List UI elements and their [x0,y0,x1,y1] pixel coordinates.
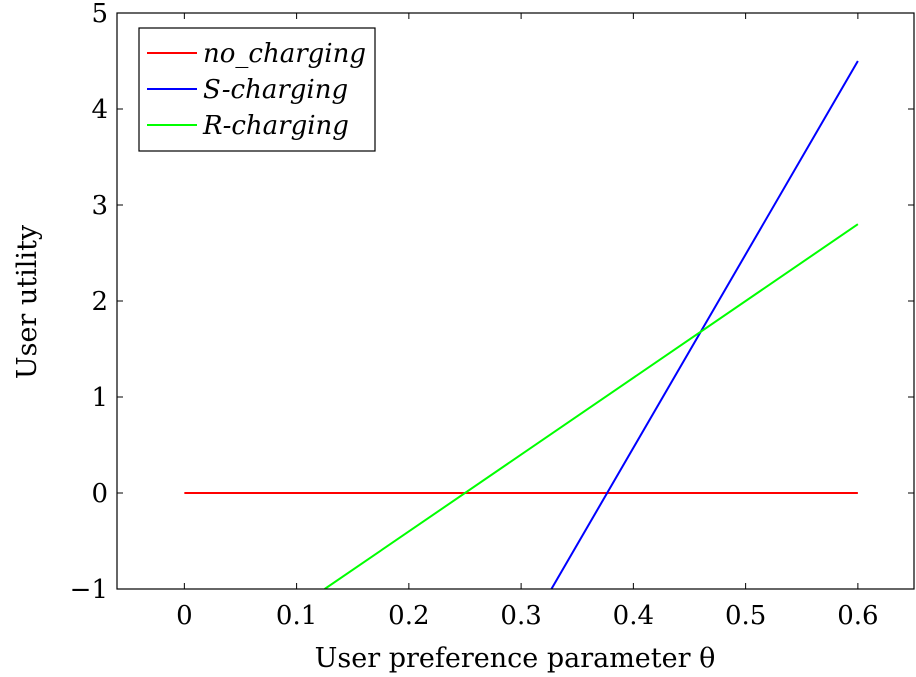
y-axis-label: User utility [12,224,43,379]
x-tick-label: 0.5 [725,601,766,631]
x-tick-label: 0.2 [388,601,429,631]
x-tick-label: 0 [176,601,193,631]
legend-item: R-charging [147,111,349,141]
legend-item: no_charging [147,39,366,69]
y-tick-label: 3 [91,191,108,221]
y-tick-label: 4 [91,95,108,125]
x-tick-label: 0.6 [837,601,878,631]
legend-label: R-charging [202,111,349,141]
legend-label: S-charging [203,75,348,105]
series-line-s-charging [550,60,859,589]
y-tick-label: 0 [91,479,108,509]
ticks-layer [117,12,914,590]
tick-labels-layer: 0 0.1 0.2 0.3 0.4 0.5 0.6 −1 0 1 2 3 4 5 [70,0,879,631]
legend-entries: no_charging S-charging R-charging [147,39,366,141]
legend: no_charging S-charging R-charging [138,27,376,152]
y-tick-label: 1 [91,383,108,413]
y-tick-label: 5 [91,0,108,29]
series-line-r-charging [324,223,859,589]
x-tick-label: 0.3 [500,601,541,631]
x-tick-label: 0.1 [276,601,317,631]
legend-item: S-charging [147,75,348,105]
x-tick-label: 0.4 [613,601,654,631]
series-layer [184,60,859,589]
x-axis-label: User preference parameter θ [315,643,716,674]
legend-label: no_charging [203,39,366,69]
y-tick-label: 2 [91,287,108,317]
y-tick-label: −1 [70,575,108,605]
